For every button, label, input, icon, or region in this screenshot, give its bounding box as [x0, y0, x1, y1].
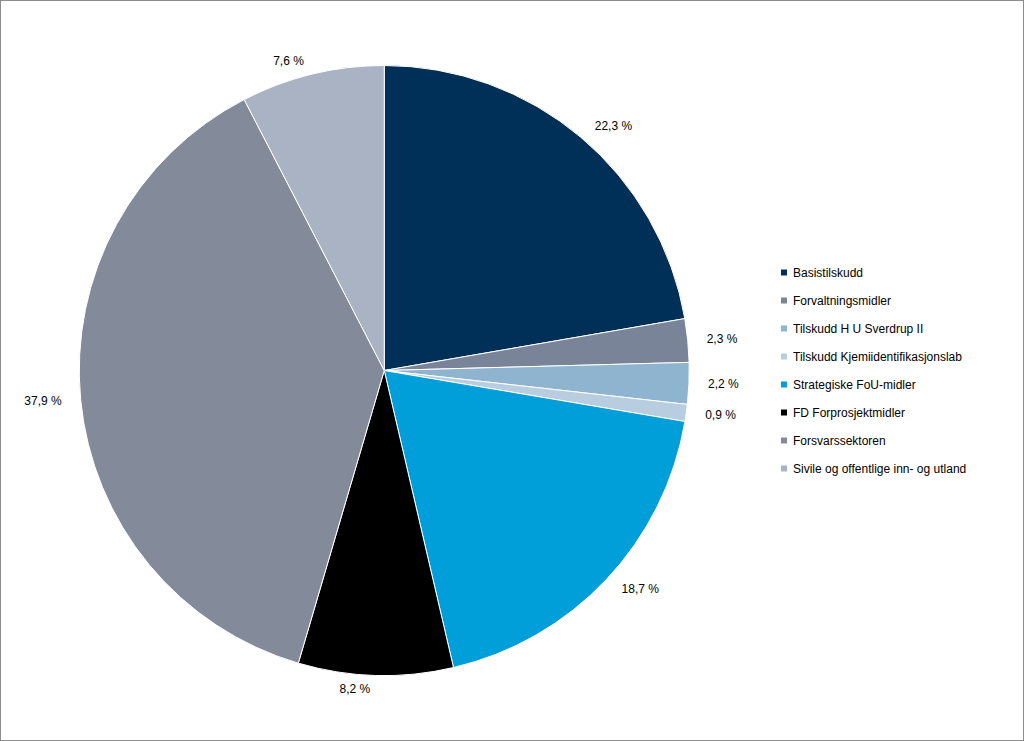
svg-text:Forvaltningsmidler: Forvaltningsmidler [793, 294, 891, 308]
svg-text:18,7 %: 18,7 % [622, 582, 660, 596]
svg-text:2,2 %: 2,2 % [708, 377, 739, 391]
svg-text:Strategiske FoU-midler: Strategiske FoU-midler [793, 378, 916, 392]
svg-text:2,3 %: 2,3 % [707, 332, 738, 346]
svg-text:7,6 %: 7,6 % [273, 54, 304, 68]
svg-text:8,2 %: 8,2 % [340, 682, 371, 696]
svg-text:Forsvarssektoren: Forsvarssektoren [793, 434, 886, 448]
svg-text:Sivile og offentlige inn- og u: Sivile og offentlige inn- og utland [793, 462, 966, 476]
svg-text:Basistilskudd: Basistilskudd [793, 266, 863, 280]
svg-text:Tilskudd Kjemiidentifikasjonsl: Tilskudd Kjemiidentifikasjonslab [793, 350, 962, 364]
svg-text:FD Forprosjektmidler: FD Forprosjektmidler [793, 406, 905, 420]
svg-text:37,9 %: 37,9 % [24, 394, 62, 408]
svg-text:Tilskudd H U Sverdrup II: Tilskudd H U Sverdrup II [793, 322, 923, 336]
svg-text:22,3 %: 22,3 % [595, 119, 633, 133]
svg-text:0,9 %: 0,9 % [705, 408, 736, 422]
